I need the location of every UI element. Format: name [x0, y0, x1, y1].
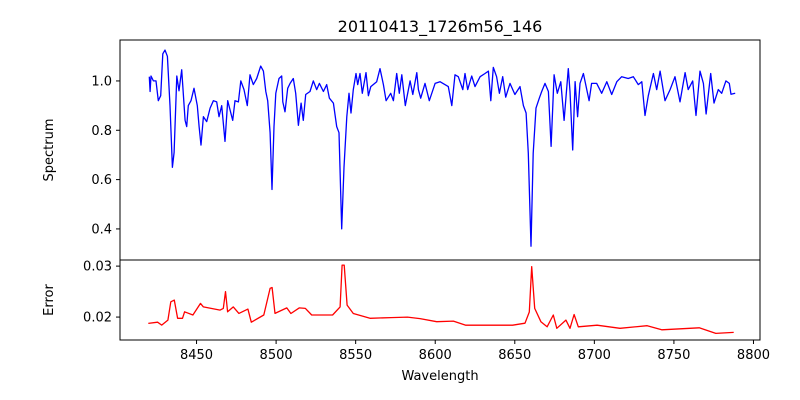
- ytick-label: 0.6: [91, 173, 112, 188]
- axes-frame: [119, 259, 761, 341]
- ytick-label: 0.4: [91, 222, 112, 237]
- error-ylabel: Error: [42, 284, 57, 316]
- error-line: [148, 264, 734, 335]
- xlabel: Wavelength: [401, 369, 478, 384]
- spectrum-line: [148, 49, 736, 247]
- xtick-label: 8700: [578, 348, 611, 363]
- xtick-label: 8650: [498, 348, 531, 363]
- ytick-label: 1.0: [91, 74, 112, 89]
- chart-title: 20110413_1726m56_146: [338, 17, 543, 37]
- xtick-label: 8450: [180, 348, 213, 363]
- spectrum-ylabel: Spectrum: [42, 119, 57, 182]
- error-axes: 0.02 0.03 8450 8500 8550 8600 8650 8700 8750 8800: [83, 259, 770, 363]
- xtick-label: 8800: [737, 348, 770, 363]
- xtick-label: 8600: [419, 348, 452, 363]
- spectrum-axes: 0.4 0.6 0.8 1.0: [91, 39, 761, 261]
- xtick-label: 8750: [657, 348, 690, 363]
- ytick-label: 0.03: [83, 260, 112, 275]
- xtick-label: 8550: [339, 348, 372, 363]
- ytick-label: 0.02: [83, 311, 112, 326]
- ytick-label: 0.8: [91, 124, 112, 139]
- xtick-label: 8500: [260, 348, 293, 363]
